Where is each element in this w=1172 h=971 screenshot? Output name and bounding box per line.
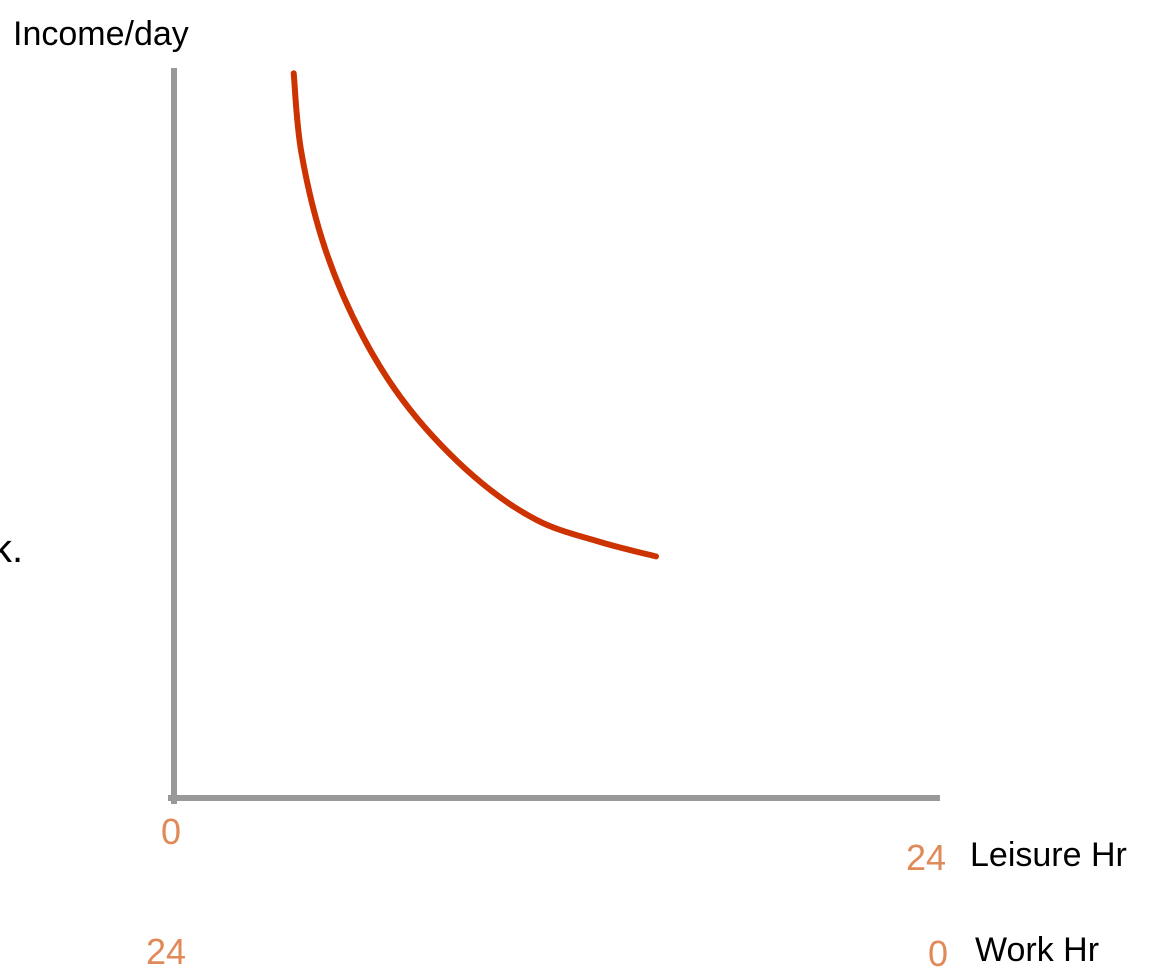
indifference-curve xyxy=(290,70,659,560)
stray-text-fragment: k. xyxy=(0,527,23,571)
work-max-tick: 0 xyxy=(928,933,948,971)
leisure-min-tick: 0 xyxy=(161,811,181,852)
work-min-tick: 24 xyxy=(146,931,186,971)
secondary-x-axis-label: Work Hr xyxy=(975,931,1099,969)
leisure-max-tick: 24 xyxy=(906,837,946,878)
y-axis-label: Income/day xyxy=(13,15,189,53)
x-axis-label: Leisure Hr xyxy=(970,836,1127,874)
